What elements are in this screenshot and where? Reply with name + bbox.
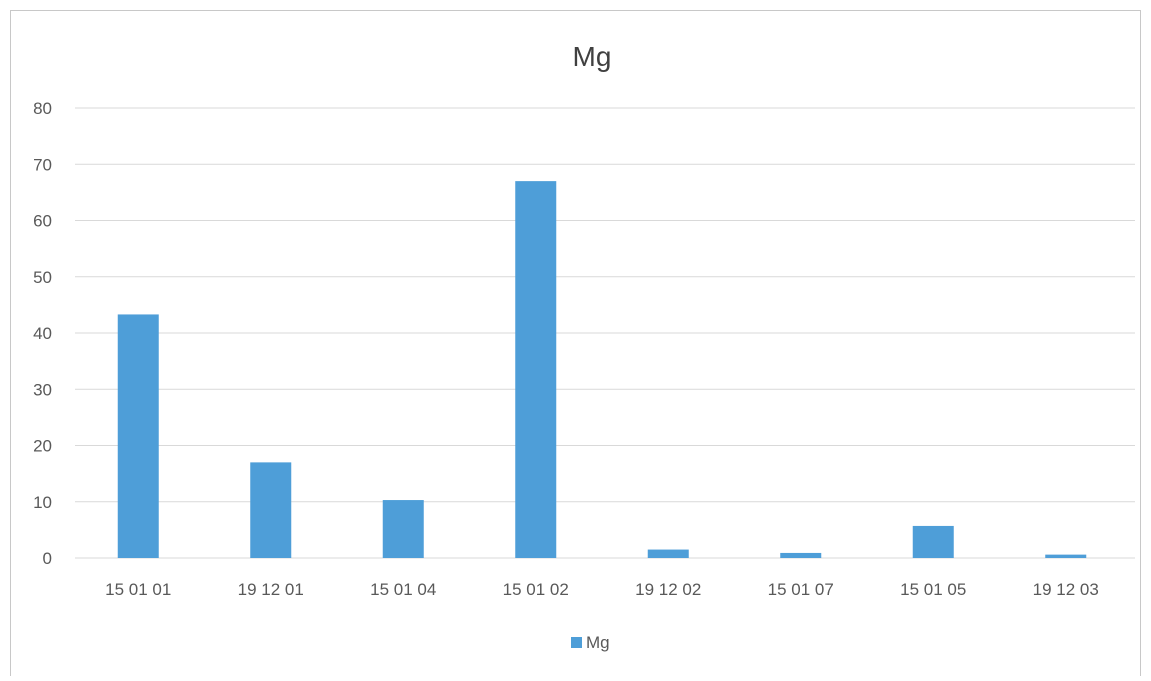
gridlines — [75, 107, 1135, 559]
y-tick-label: 10 — [33, 493, 52, 512]
legend: Mg — [571, 633, 610, 652]
bar — [117, 314, 159, 558]
x-tick-label: 15 01 05 — [900, 580, 966, 599]
x-tick-label: 15 01 07 — [768, 580, 834, 599]
y-axis-tick-labels: 0 10 20 30 40 50 60 70 80 — [33, 99, 52, 568]
x-tick-label: 15 01 04 — [370, 580, 436, 599]
x-tick-label: 19 12 03 — [1033, 580, 1099, 599]
bar — [647, 549, 689, 558]
bars — [117, 181, 1087, 558]
chart-title: Mg — [573, 41, 612, 72]
x-tick-label: 15 01 01 — [105, 580, 171, 599]
x-tick-label: 19 12 02 — [635, 580, 701, 599]
y-tick-label: 60 — [33, 212, 52, 231]
bar — [912, 525, 954, 558]
legend-swatch — [571, 637, 582, 648]
legend-label: Mg — [586, 633, 610, 652]
x-axis-tick-labels: 15 01 01 19 12 01 15 01 04 15 01 02 19 12 02… — [105, 580, 1099, 599]
y-tick-label: 30 — [33, 380, 52, 399]
x-tick-label: 19 12 01 — [238, 580, 304, 599]
bar — [1045, 554, 1087, 558]
y-tick-label: 20 — [33, 437, 52, 456]
y-tick-label: 70 — [33, 155, 52, 174]
x-tick-label: 15 01 02 — [503, 580, 569, 599]
y-tick-label: 40 — [33, 324, 52, 343]
bar — [382, 500, 424, 558]
y-tick-label: 80 — [33, 99, 52, 118]
bar — [250, 462, 292, 558]
bar — [780, 552, 822, 558]
y-tick-label: 0 — [43, 549, 52, 568]
bar — [515, 181, 557, 558]
y-tick-label: 50 — [33, 268, 52, 287]
chart-border — [10, 10, 1141, 677]
